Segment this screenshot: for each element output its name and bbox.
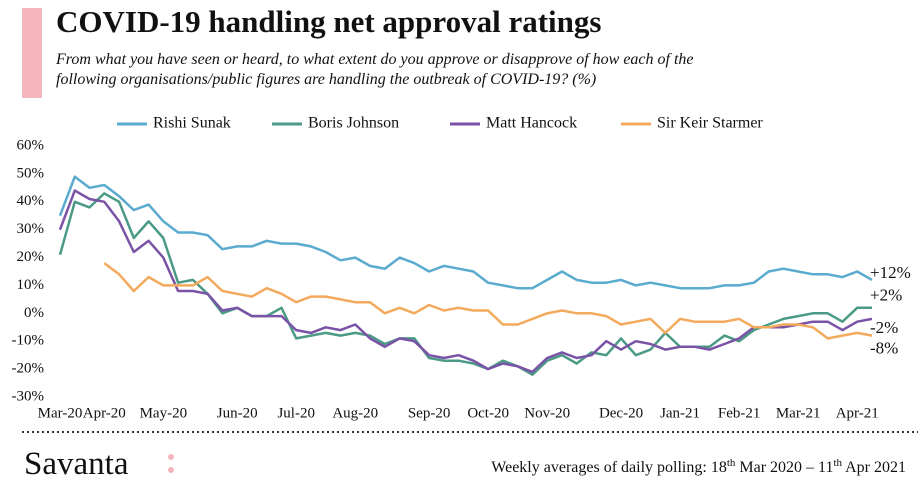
footnote: Weekly averages of daily polling: 18th M…: [491, 457, 906, 476]
footnote-part: Weekly averages of daily polling: 18: [491, 459, 727, 476]
series-line: [58, 175, 873, 290]
y-tick-label: -20%: [12, 361, 45, 377]
brand-dot: [168, 454, 174, 460]
x-tick-label: Mar-21: [776, 405, 821, 421]
footnote-part: th: [833, 457, 842, 469]
legend-label: Sir Keir Starmer: [657, 115, 763, 132]
y-tick-label: 0%: [24, 305, 44, 321]
y-tick-label: 20%: [17, 249, 45, 265]
footnote-part: Apr 2021: [842, 459, 906, 476]
y-tick-label: 30%: [17, 221, 45, 237]
y-tick-label: 10%: [17, 277, 45, 293]
legend-label: Rishi Sunak: [153, 115, 231, 132]
chart-title: COVID-19 handling net approval ratings: [56, 4, 601, 39]
end-label: +2%: [870, 286, 902, 305]
x-tick-label: Mar-20: [38, 405, 83, 421]
accent-bar: [22, 8, 42, 98]
footnote-part: th: [727, 457, 736, 469]
footnote-part: Mar 2020 – 11: [735, 459, 833, 476]
brand-dot: [168, 467, 174, 473]
legend-label: Boris Johnson: [308, 115, 399, 132]
x-tick-label: Sep-20: [408, 405, 451, 421]
x-tick-label: Feb-21: [718, 405, 761, 421]
subtitle: following organisations/public figures a…: [56, 71, 596, 88]
x-tick-label: Jan-21: [660, 405, 700, 421]
x-tick-label: Apr-20: [83, 405, 126, 421]
x-tick-label: Nov-20: [524, 405, 570, 421]
series-line: [58, 189, 873, 374]
brand: Savanta: [24, 446, 129, 482]
end-label: -2%: [870, 318, 898, 337]
series-line: [103, 262, 873, 340]
y-tick-label: -30%: [12, 388, 45, 404]
end-label: +12%: [870, 263, 911, 282]
legend-label: Matt Hancock: [486, 115, 577, 132]
y-tick-label: 50%: [17, 165, 45, 181]
x-tick-label: Jul-20: [277, 405, 315, 421]
y-tick-label: -10%: [12, 333, 45, 349]
x-tick-label: Jun-20: [217, 405, 258, 421]
end-label: -8%: [870, 339, 898, 358]
y-tick-label: 60%: [17, 137, 45, 153]
x-tick-label: Aug-20: [332, 405, 378, 421]
subtitle: From what you have seen or heard, to wha…: [55, 51, 694, 68]
y-tick-label: 40%: [17, 193, 45, 209]
x-tick-label: Oct-20: [467, 405, 509, 421]
x-tick-label: Dec-20: [599, 405, 643, 421]
x-tick-label: Apr-21: [836, 405, 879, 421]
x-tick-label: May-20: [140, 405, 188, 421]
